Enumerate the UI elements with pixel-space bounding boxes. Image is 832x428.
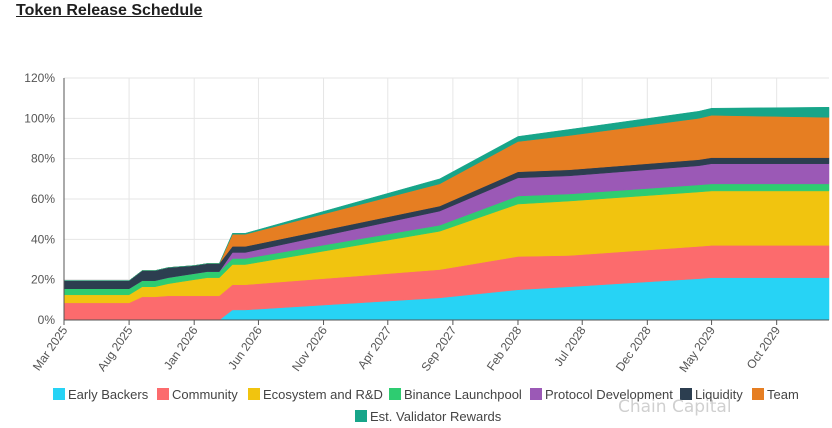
chart-title: Token Release Schedule	[16, 2, 203, 19]
x-tick-label: Apr 2027	[355, 323, 395, 371]
watermark: Chain Capital	[618, 397, 732, 417]
y-tick-label: 80%	[31, 152, 55, 166]
legend-swatch-protocol-development[interactable]	[530, 388, 542, 400]
legend-label-community[interactable]: Community	[172, 387, 238, 402]
legend-label-team[interactable]: Team	[767, 387, 799, 402]
x-tick-label: Jul 2028	[551, 323, 589, 368]
legend-label-ecosystem-and-r-d[interactable]: Ecosystem and R&D	[263, 387, 383, 402]
legend-label-est-validator-rewards[interactable]: Est. Validator Rewards	[370, 409, 502, 424]
y-tick-label: 20%	[31, 273, 55, 287]
x-tick-label: Nov 2026	[289, 323, 330, 373]
legend-swatch-community[interactable]	[157, 388, 169, 400]
legend-label-liquidity[interactable]: Liquidity	[695, 387, 743, 402]
x-tick-label: Mar 2025	[30, 323, 71, 373]
x-tick-label: Aug 2025	[95, 323, 136, 373]
stacked-areas	[63, 106, 830, 321]
legend-label-protocol-development[interactable]: Protocol Development	[545, 387, 673, 402]
legend-swatch-team[interactable]	[752, 388, 764, 400]
y-tick-label: 120%	[24, 71, 55, 85]
legend-swatch-binance-launchpool[interactable]	[389, 388, 401, 400]
x-tick-labels: Mar 2025 Aug 2025 Jan 2026 Jun 2026 Nov 2026…	[30, 320, 783, 375]
x-tick-label: Dec 2028	[613, 323, 654, 373]
x-tick-label: Jun 2026	[225, 323, 265, 372]
y-tick-label: 60%	[31, 192, 55, 206]
x-tick-label: May 2029	[676, 323, 718, 374]
axes	[63, 78, 829, 321]
legend-label-early-backers[interactable]: Early Backers	[68, 387, 149, 402]
legend-swatch-est-validator-rewards[interactable]	[355, 410, 367, 422]
y-tick-label: 0%	[38, 313, 56, 327]
legend: Early Backers Community Ecosystem and R&D B…	[53, 387, 799, 424]
y-tick-label: 40%	[31, 232, 55, 246]
legend-label-binance-launchpool[interactable]: Binance Launchpool	[404, 387, 522, 402]
y-tick-labels: 0% 20% 40% 60% 80% 100% 120%	[24, 71, 55, 327]
x-tick-label: Sep 2027	[418, 323, 459, 373]
x-tick-label: Oct 2029	[744, 323, 784, 371]
legend-swatch-liquidity[interactable]	[680, 388, 692, 400]
y-tick-label: 100%	[24, 111, 55, 125]
area-est-validator-rewards	[64, 106, 830, 281]
x-tick-label: Feb 2028	[484, 323, 525, 373]
x-tick-label: Jan 2026	[161, 323, 201, 372]
legend-swatch-early-backers[interactable]	[53, 388, 65, 400]
legend-swatch-ecosystem-and-r-d[interactable]	[248, 388, 260, 400]
